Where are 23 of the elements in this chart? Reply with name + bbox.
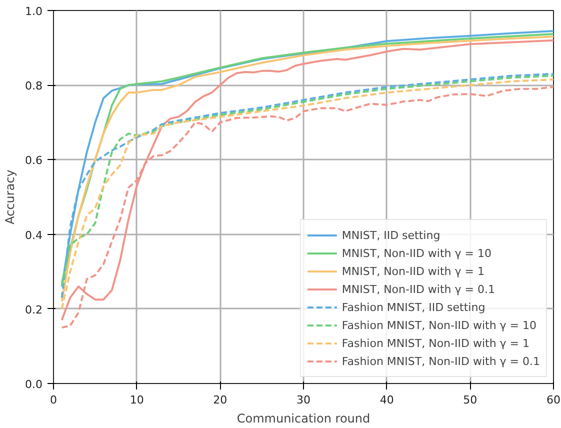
legend-label: MNIST, Non-IID with γ = 0.1 [342, 282, 495, 298]
y-tick-label: 1.0 [25, 5, 43, 18]
legend-label: MNIST, IID setting [342, 228, 440, 244]
legend-label: Fashion MNIST, Non-IID with γ = 0.1 [342, 354, 540, 370]
x-tick-label: 40 [380, 394, 394, 406]
y-tick-label: 0.8 [25, 80, 43, 93]
legend-label: Fashion MNIST, Non-IID with γ = 1 [342, 336, 530, 352]
y-axis-title: Accuracy [3, 170, 18, 224]
x-tick-label: 50 [463, 394, 478, 406]
y-tick-label: 0.0 [25, 378, 43, 391]
legend-label: Fashion MNIST, IID setting [342, 300, 486, 316]
legend-label: Fashion MNIST, Non-IID with γ = 10 [342, 318, 537, 334]
x-tick-label: 0 [50, 394, 57, 406]
y-tick-label: 0.2 [25, 303, 43, 316]
y-tick-label: 0.6 [25, 154, 43, 168]
x-tick-label: 30 [296, 394, 310, 406]
x-axis-title: Communication round [236, 412, 370, 426]
x-tick-label: 20 [213, 394, 228, 406]
legend-label: MNIST, Non-IID with γ = 10 [342, 246, 492, 262]
x-tick-label: 10 [130, 394, 144, 406]
x-tick-label: 60 [546, 394, 560, 406]
y-tick-label: 0.4 [25, 228, 43, 242]
legend-label: MNIST, Non-IID with γ = 1 [342, 264, 484, 280]
